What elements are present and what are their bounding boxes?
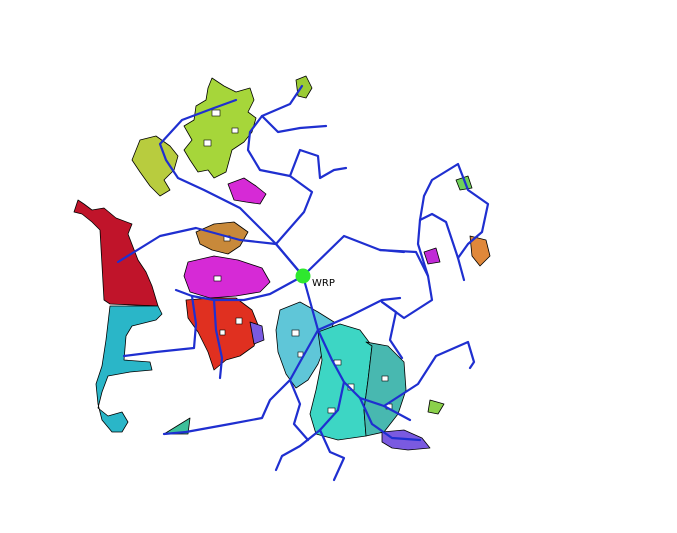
pipe-plant-to-southeast: [301, 274, 402, 332]
southeast-zones: [163, 301, 445, 451]
pipe-plant-to-central: [174, 274, 305, 302]
zone-green-far-east: [427, 399, 445, 415]
pipe-north-branch: [158, 98, 278, 246]
zone-brown: [195, 221, 249, 255]
pipe-southwest-spur: [288, 378, 310, 442]
pipe-east-branch: [378, 248, 434, 320]
pipe-east-spur: [418, 212, 460, 260]
pipe-central-to-cyan: [122, 294, 198, 358]
eastern-zones: [423, 175, 491, 267]
plant-marker: WRP: [295, 268, 335, 289]
pipe-south-spur: [318, 428, 346, 482]
zone-teal-west: [309, 323, 373, 441]
zone-dark-red: [73, 199, 159, 307]
pipe-to-outfall: [162, 328, 320, 436]
zone-orange-east: [469, 235, 491, 267]
pipe-northeast-loop: [416, 162, 490, 282]
pipe-north-to-lime: [260, 114, 328, 134]
zone-magenta-north: [227, 177, 267, 205]
pipe-plant-to-north: [246, 84, 314, 278]
pipe-northeast-branch: [288, 148, 348, 180]
pipe-southeast-south: [274, 380, 346, 472]
pipe-central-vertical: [212, 298, 224, 380]
zone-cyan: [95, 305, 163, 433]
plant-dot: [295, 268, 311, 284]
coastal-zones: [73, 199, 163, 433]
pipe-plant-to-east: [301, 234, 406, 278]
pipe-south-branch: [380, 300, 404, 360]
zone-holes: [203, 109, 393, 414]
pipe-southeast-east: [382, 340, 476, 408]
zone-magenta-central: [183, 255, 271, 299]
zone-lime-large: [183, 77, 257, 179]
central-zones: [183, 221, 271, 371]
pipe-southeast-southeast: [358, 396, 422, 442]
zone-purple-small: [249, 321, 265, 345]
northern-zones: [131, 75, 313, 205]
plant-label: WRP: [312, 278, 335, 289]
zone-magenta-east: [423, 247, 441, 265]
pipe-southeast-main: [316, 328, 412, 422]
zone-lime-small: [295, 75, 313, 99]
zone-olive: [131, 135, 179, 197]
zone-sky: [275, 301, 335, 389]
sewer-pipes: [116, 84, 490, 482]
